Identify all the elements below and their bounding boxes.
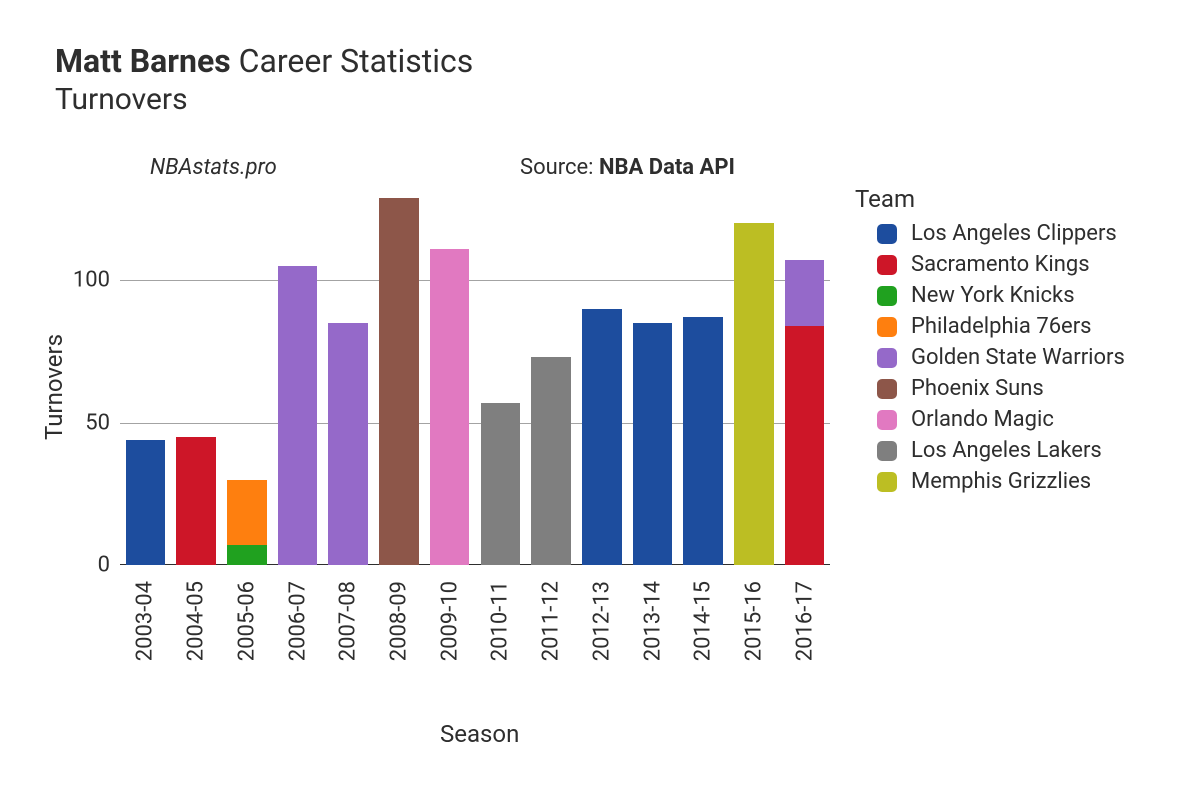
legend-item: Orlando Magic — [855, 407, 1125, 432]
bar-segment — [785, 260, 825, 325]
legend-swatch — [877, 410, 897, 430]
ytick-label: 100 — [73, 268, 110, 293]
legend-label: New York Knicks — [911, 283, 1075, 308]
xtick-label: 2003-04 — [133, 581, 158, 661]
legend-label: Los Angeles Lakers — [911, 438, 1102, 463]
xtick-label: 2007-08 — [336, 581, 361, 661]
xtick-label: 2016-17 — [792, 581, 817, 661]
legend-label: Memphis Grizzlies — [911, 469, 1091, 494]
bar-segment — [379, 198, 419, 565]
ytick-label: 0 — [98, 553, 110, 578]
bar-segment — [633, 323, 673, 565]
legend-label: Philadelphia 76ers — [911, 314, 1092, 339]
xtick-label: 2015-16 — [741, 581, 766, 661]
bar-segment — [734, 223, 774, 565]
legend-item: New York Knicks — [855, 283, 1125, 308]
xtick-label: 2010-11 — [488, 581, 513, 661]
bar-segment — [227, 480, 267, 545]
source-label: Source: NBA Data API — [520, 155, 735, 180]
bar-segment — [531, 357, 571, 565]
legend-item: Los Angeles Lakers — [855, 438, 1125, 463]
legend-item: Memphis Grizzlies — [855, 469, 1125, 494]
legend-title: Team — [855, 185, 1125, 213]
legend-swatch — [877, 224, 897, 244]
xtick-label: 2005-06 — [234, 581, 259, 661]
legend-swatch — [877, 255, 897, 275]
gridline — [120, 280, 830, 281]
legend-swatch — [877, 379, 897, 399]
xtick-label: 2014-15 — [691, 581, 716, 661]
legend-item: Phoenix Suns — [855, 376, 1125, 401]
legend-label: Golden State Warriors — [911, 345, 1125, 370]
bar-segment — [278, 266, 318, 565]
legend-label: Los Angeles Clippers — [911, 221, 1117, 246]
legend-label: Phoenix Suns — [911, 376, 1044, 401]
bar-segment — [126, 440, 166, 565]
chart-title-line1: Matt Barnes Career Statistics — [55, 42, 473, 80]
plot-area: 0501002003-042004-052005-062006-072007-0… — [120, 195, 830, 565]
watermark-text: NBAstats.pro — [150, 155, 277, 180]
legend-swatch — [877, 441, 897, 461]
bar-segment — [481, 403, 521, 565]
bar-segment — [785, 326, 825, 565]
legend-item: Los Angeles Clippers — [855, 221, 1125, 246]
player-name: Matt Barnes — [55, 42, 231, 80]
bar-segment — [683, 317, 723, 565]
ytick-label: 50 — [85, 410, 110, 435]
xtick-label: 2013-14 — [640, 581, 665, 661]
chart-title-line2: Turnovers — [55, 82, 188, 117]
source-name: NBA Data API — [599, 155, 735, 180]
x-axis-title: Season — [440, 720, 519, 748]
legend-label: Orlando Magic — [911, 407, 1054, 432]
chart-container: Matt Barnes Career Statistics Turnovers … — [0, 0, 1200, 800]
bar-segment — [176, 437, 216, 565]
bar-segment — [430, 249, 470, 565]
source-prefix: Source: — [520, 155, 599, 180]
legend-swatch — [877, 286, 897, 306]
xtick-label: 2006-07 — [285, 581, 310, 661]
legend-swatch — [877, 472, 897, 492]
bar-segment — [582, 309, 622, 565]
legend-item: Sacramento Kings — [855, 252, 1125, 277]
y-axis-title: Turnovers — [40, 334, 68, 440]
legend-item: Golden State Warriors — [855, 345, 1125, 370]
legend: Team Los Angeles Clippers Sacramento King… — [855, 185, 1125, 500]
title-suffix: Career Statistics — [239, 42, 474, 80]
xtick-label: 2012-13 — [589, 581, 614, 661]
legend-swatch — [877, 317, 897, 337]
bar-segment — [328, 323, 368, 565]
xtick-label: 2004-05 — [184, 581, 209, 661]
gridline — [120, 423, 830, 424]
xtick-label: 2009-10 — [437, 581, 462, 661]
legend-item: Philadelphia 76ers — [855, 314, 1125, 339]
legend-swatch — [877, 348, 897, 368]
xtick-label: 2008-09 — [386, 581, 411, 661]
xtick-label: 2011-12 — [539, 581, 564, 661]
bar-segment — [227, 545, 267, 565]
legend-label: Sacramento Kings — [911, 252, 1090, 277]
